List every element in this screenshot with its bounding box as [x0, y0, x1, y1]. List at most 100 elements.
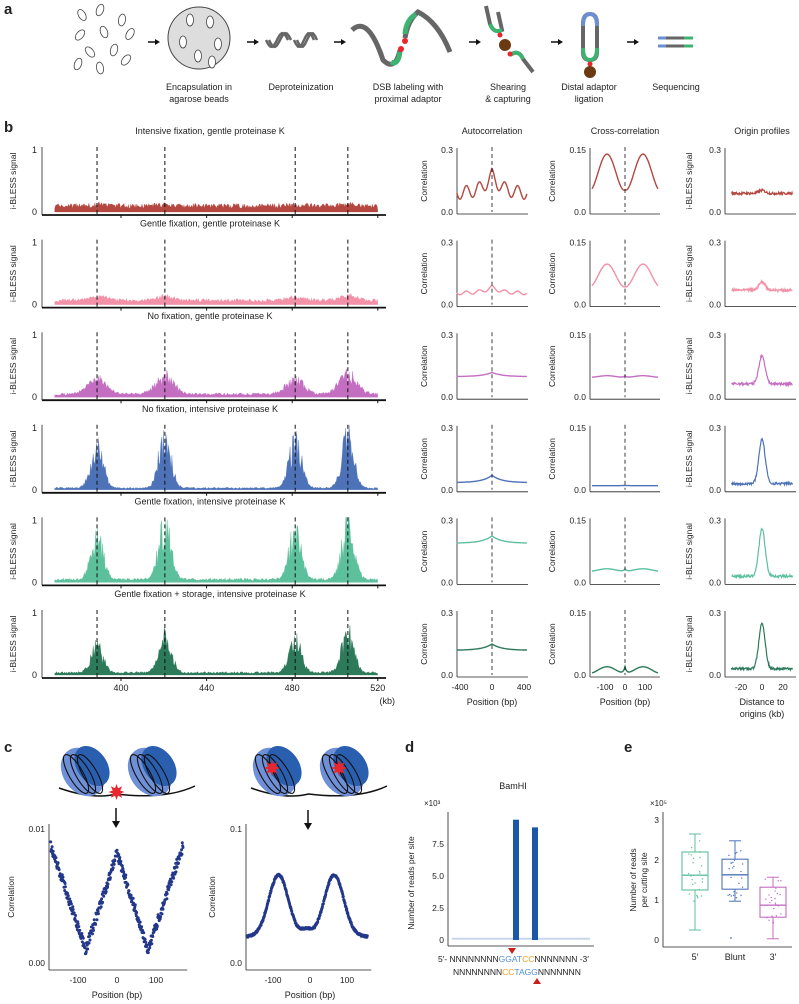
y-tick-label: 0.0	[709, 300, 721, 310]
correlation-point	[117, 853, 121, 857]
jitter-point	[700, 865, 703, 867]
y-axis-label: i-BLESS signal	[8, 338, 18, 395]
jitter-point	[690, 846, 693, 849]
cut-site-triangle-icon	[533, 978, 541, 984]
autocorrelation-line	[456, 535, 527, 544]
y-tick-label: 1	[32, 423, 37, 433]
panel-a-workflow: Encapsulation in agarose beads Deproteiniz…	[73, 3, 700, 104]
x-tick-label: 0	[490, 682, 495, 692]
dna-wrap-icon	[129, 754, 157, 794]
arrow-head-icon	[155, 39, 160, 45]
correlation-point	[124, 873, 128, 877]
correlation-point	[92, 918, 96, 922]
y-axis-label: Correlation	[419, 623, 429, 665]
y-tick-label: 0.15	[569, 238, 586, 248]
y-tick-label: 0.3	[709, 238, 721, 248]
y-axis-label: Correlation	[419, 345, 429, 387]
y-axis-label: Correlation	[207, 876, 217, 918]
correlation-point	[99, 905, 103, 909]
sequence-flank: NNNNNNNN	[453, 967, 502, 977]
jitter-point	[692, 883, 694, 886]
correlation-point	[181, 846, 185, 849]
yeast-cell-icon	[208, 55, 216, 69]
y-tick-label: 2.5	[432, 903, 444, 913]
x-axis-label: origins (kb)	[740, 709, 785, 719]
y-scale-label: ×10³	[424, 799, 441, 808]
correlation-point	[91, 932, 94, 936]
column-title: Origin profiles	[734, 126, 790, 136]
correlation-point	[87, 941, 91, 945]
correlation-point	[341, 892, 345, 896]
jitter-point	[688, 853, 690, 855]
y-tick-label: 0.15	[569, 423, 586, 433]
biotin-icon	[497, 32, 503, 38]
x-tick-label: 400	[517, 682, 531, 692]
x-tick-label: -100	[596, 682, 613, 692]
jitter-point	[728, 854, 730, 856]
correlation-point	[71, 905, 75, 909]
correlation-point	[81, 936, 85, 940]
jitter-point	[730, 862, 732, 864]
y-tick-label: 0.15	[569, 330, 586, 340]
y-axis-label: i-BLESS signal	[8, 153, 18, 210]
read-count-bar	[532, 827, 538, 940]
correlation-point	[108, 876, 112, 880]
signal-area	[54, 424, 378, 490]
yeast-cell-icon	[95, 3, 105, 17]
jitter-point	[764, 878, 766, 880]
column-title: Cross-correlation	[591, 126, 660, 136]
yeast-cell-icon	[95, 61, 105, 75]
correlation-point	[290, 909, 294, 913]
correlation-point	[54, 856, 58, 860]
y-tick-label: 0.0	[441, 392, 453, 402]
jitter-point	[772, 921, 774, 924]
x-tick-label: 3′	[770, 952, 777, 962]
x-tick-label: 100	[638, 682, 652, 692]
correlation-point	[80, 932, 84, 935]
jitter-point	[774, 902, 777, 904]
jitter-point	[734, 852, 737, 855]
y-tick-label: 0.0	[574, 577, 586, 587]
signal-row: No fixation, gentle proteinase K 1 0 i-BLES…	[8, 311, 796, 404]
y-tick-label: 1	[32, 238, 37, 248]
y-axis-label: Correlation	[419, 253, 429, 295]
correlation-point	[100, 897, 104, 901]
y-axis-label: Number of reads per site	[406, 836, 416, 930]
x-axis-label: Distance to	[739, 697, 784, 707]
origin-profile-line	[730, 437, 793, 487]
y-tick-label: 0.0	[574, 300, 586, 310]
y-scale-label: ×10⁵	[650, 799, 667, 808]
jitter-point	[733, 859, 736, 862]
y-tick-label: 0.01	[28, 824, 45, 834]
panel-label-c: c	[4, 739, 12, 756]
signal-row: Intensive fixation, gentle proteinase K 1…	[8, 126, 796, 218]
site-segment: TA	[514, 967, 525, 977]
y-tick-label: 5.0	[432, 871, 444, 881]
jitter-point	[699, 856, 701, 859]
correlation-point	[94, 922, 98, 926]
correlation-point	[165, 897, 169, 901]
read-count-bar	[513, 819, 519, 940]
jitter-point	[736, 892, 738, 894]
jitter-point	[732, 867, 734, 869]
correlation-point	[112, 862, 116, 866]
jitter-point	[777, 880, 779, 882]
y-tick-label: 0	[32, 392, 37, 402]
correlation-point	[180, 848, 184, 852]
y-tick-label: 0.3	[441, 238, 453, 248]
jitter-point	[768, 919, 770, 921]
correlation-point	[106, 882, 110, 886]
site-segment: GG	[525, 967, 538, 977]
correlation-point	[177, 861, 180, 865]
dna-helix-icon	[267, 31, 293, 49]
correlation-point	[327, 882, 331, 885]
jitter-point	[692, 857, 695, 860]
yeast-cell-icon	[194, 49, 202, 63]
jitter-point	[768, 894, 770, 896]
jitter-point	[774, 890, 776, 892]
y-tick-label: 0.0	[441, 577, 453, 587]
jitter-point	[741, 863, 744, 865]
correlation-point	[56, 861, 60, 865]
correlation-point	[84, 950, 88, 954]
correlation-point	[57, 868, 61, 872]
